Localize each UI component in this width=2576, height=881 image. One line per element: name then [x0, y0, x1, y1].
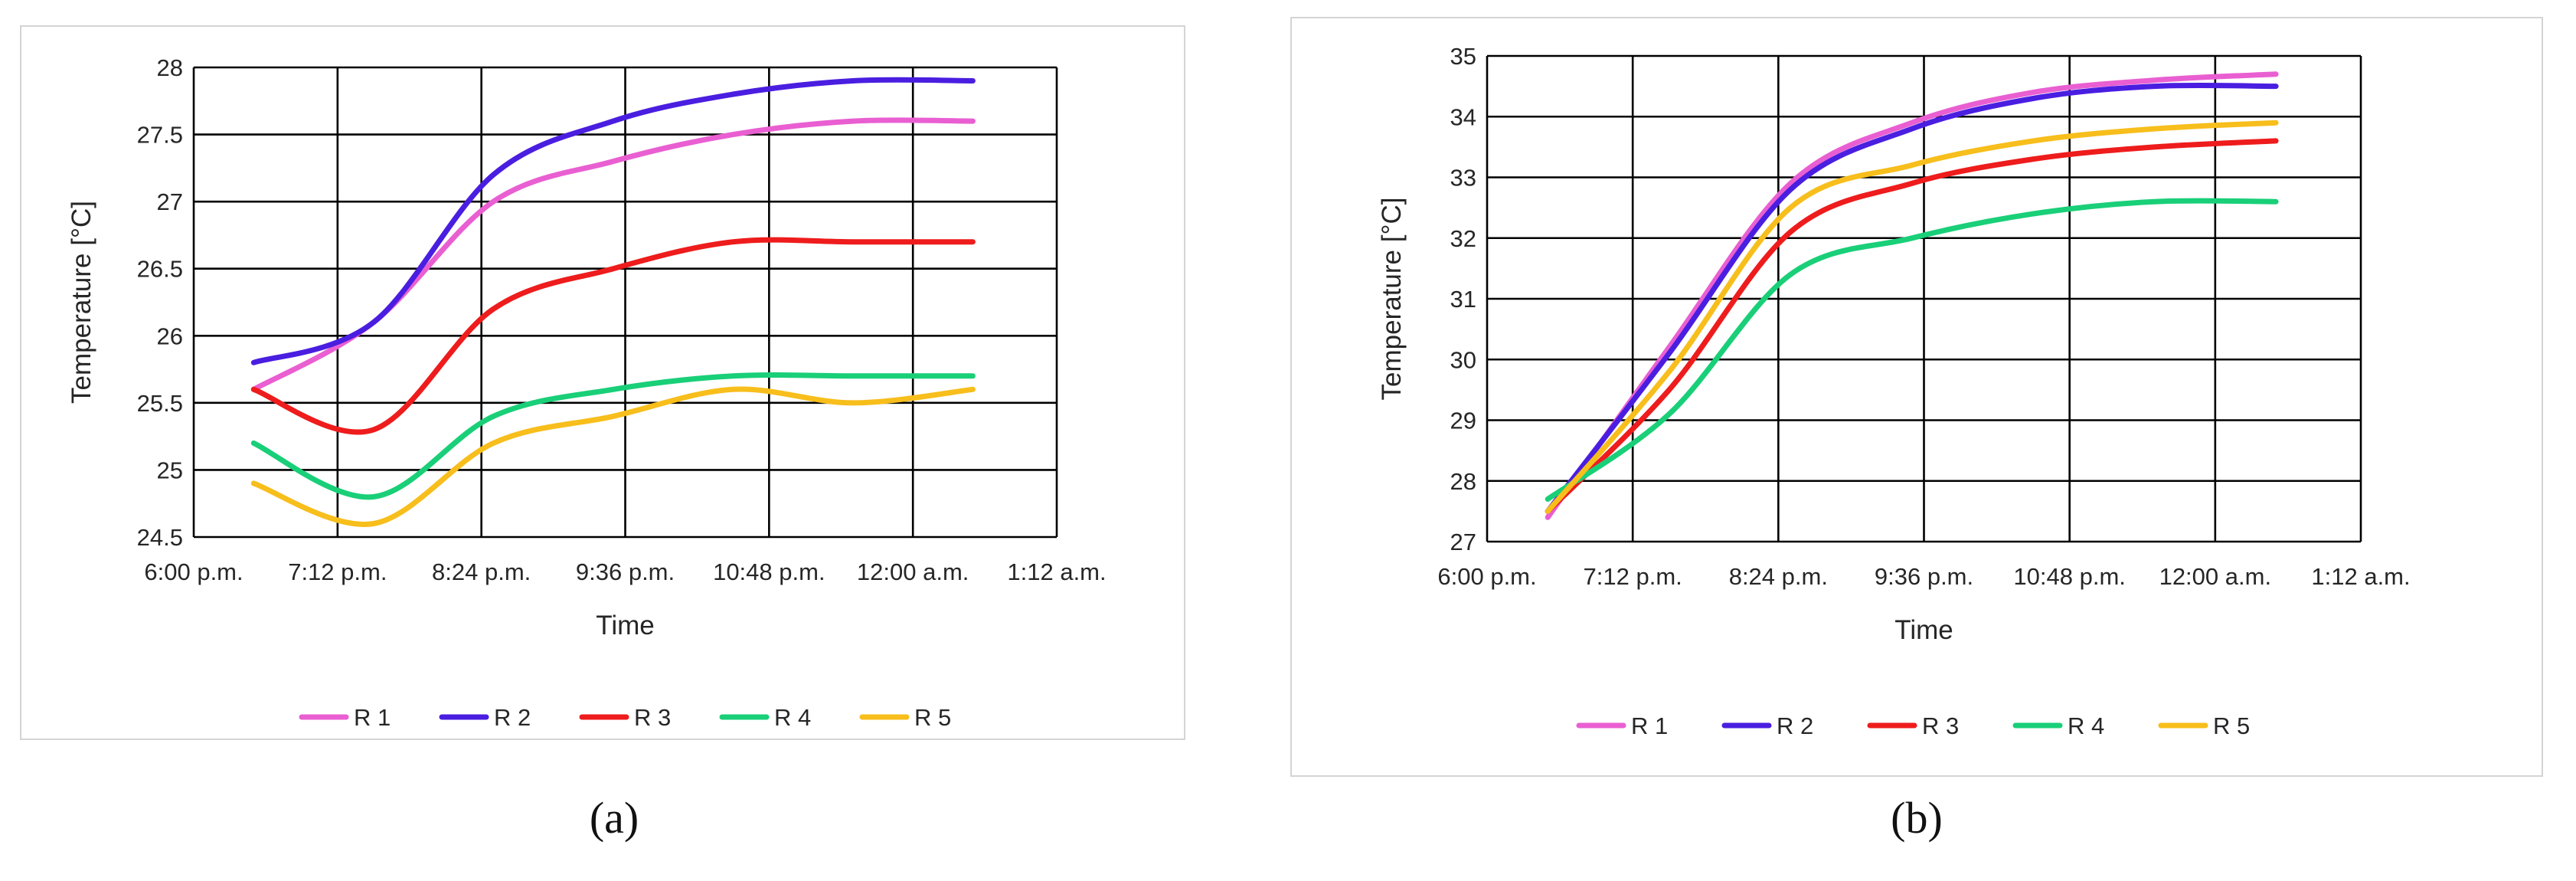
y-tick-label: 29 [1450, 408, 1476, 434]
series-line-r2 [1545, 82, 2279, 514]
legend-label: R 3 [634, 704, 671, 731]
x-tick-label: 8:24 p.m. [432, 558, 531, 585]
x-axis-title: Time [1894, 615, 1953, 645]
y-tick-label: 25.5 [137, 390, 183, 417]
x-tick-label: 7:12 p.m. [288, 558, 387, 585]
legend-label: R 5 [914, 704, 951, 731]
panel-label: (a) [590, 793, 639, 843]
y-tick-label: 27.5 [137, 122, 183, 149]
series-line-r3 [1545, 138, 2279, 514]
series-line-r1 [1545, 71, 2279, 520]
legend-label: R 4 [774, 704, 811, 731]
x-tick-label: 6:00 p.m. [1437, 563, 1536, 590]
y-axis-title: Temperature [°C] [1377, 198, 1407, 401]
x-tick-label: 9:36 p.m. [576, 558, 675, 585]
y-tick-label: 28 [157, 54, 183, 81]
y-tick-label: 26.5 [137, 256, 183, 283]
chart-frame [1290, 17, 2543, 777]
y-tick-label: 27 [1450, 529, 1476, 555]
x-tick-label: 7:12 p.m. [1584, 563, 1682, 590]
y-tick-label: 27 [157, 188, 183, 215]
legend-label: R 5 [2213, 712, 2250, 739]
x-tick-label: 10:48 p.m. [713, 558, 825, 585]
legend-label: R 1 [354, 704, 391, 731]
x-tick-label: 8:24 p.m. [1729, 563, 1828, 590]
series-line-r2 [250, 77, 976, 365]
legend-label: R 2 [1777, 712, 1813, 739]
gridlines [192, 66, 1058, 539]
y-tick-label: 28 [1450, 468, 1476, 495]
y-tick-label: 30 [1450, 346, 1476, 373]
series-line-r4 [250, 372, 976, 500]
series-line-r3 [250, 237, 976, 435]
chart-panel-a: 24.5 25 25.5 26 26.5 27 27.5 28 6:00 p.m. 7:12 p.… [20, 25, 1185, 740]
series-line-r4 [1545, 198, 2279, 502]
x-tick-label: 10:48 p.m. [2013, 563, 2125, 590]
y-axis-title: Temperature [°C] [67, 201, 96, 404]
y-tick-label: 31 [1450, 286, 1476, 313]
y-tick-label: 25 [157, 457, 183, 483]
y-tick-label: 35 [1450, 43, 1476, 70]
chart-frame [20, 25, 1185, 740]
legend-label: R 4 [2068, 712, 2104, 739]
legend-label: R 2 [494, 704, 531, 731]
y-tick-label: 26 [157, 323, 183, 349]
y-tick-label: 34 [1450, 103, 1476, 130]
legend: R 1 R 2 R 3 R 4 R 5 [299, 704, 951, 731]
legend-label: R 3 [1922, 712, 1959, 739]
series-line-r5 [1545, 120, 2279, 514]
chart-panel-b: 27 28 29 30 31 32 33 34 35 6:00 p.m. 7:12 p.m. 8:24… [1290, 17, 2543, 777]
panel-label: (b) [1891, 793, 1943, 843]
series-line-r5 [250, 386, 976, 527]
x-axis-title: Time [596, 611, 654, 640]
x-tick-label: 12:00 a.m. [857, 558, 969, 585]
x-tick-label: 9:36 p.m. [1875, 563, 1973, 590]
x-tick-label: 6:00 p.m. [144, 558, 243, 585]
legend-label: R 1 [1631, 712, 1668, 739]
x-tick-label: 1:12 a.m. [2311, 563, 2410, 590]
x-tick-label: 1:12 a.m. [1007, 558, 1106, 585]
y-tick-label: 32 [1450, 225, 1476, 252]
y-tick-label: 24.5 [137, 524, 183, 551]
legend: R 1 R 2 R 3 R 4 R 5 [1576, 712, 2250, 739]
y-tick-label: 33 [1450, 165, 1476, 192]
x-tick-label: 12:00 a.m. [2159, 563, 2271, 590]
gridlines [1486, 54, 2362, 543]
